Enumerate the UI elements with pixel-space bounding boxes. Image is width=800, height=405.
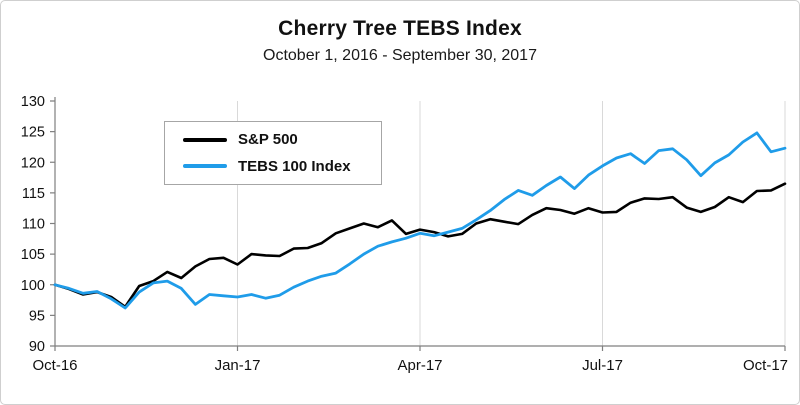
y-tick-label: 100 <box>21 278 45 294</box>
chart-title: Cherry Tree TEBS Index <box>278 17 522 40</box>
x-tick-label: Oct-16 <box>32 357 77 374</box>
x-axis-labels: Oct-16 Jan-17 Apr-17 Jul-17 Oct-17 <box>32 346 788 374</box>
y-tick-label: 110 <box>22 217 45 233</box>
y-axis-labels: 90 95 100 105 110 115 120 125 130 <box>21 94 55 355</box>
chart-legend: S&P 500 TEBS 100 Index <box>164 121 382 185</box>
y-tick-label: 95 <box>29 308 45 324</box>
y-tick-label: 105 <box>21 247 45 263</box>
tebs100-legend-label: TEBS 100 Index <box>238 157 351 175</box>
sp500-line-swatch <box>183 137 227 142</box>
x-tick-label: Jul-17 <box>582 357 623 374</box>
y-tick-label: 90 <box>29 339 45 355</box>
series-line-s-p-500 <box>53 182 787 309</box>
y-tick-label: 130 <box>21 94 45 110</box>
x-tick-label: Jan-17 <box>215 357 261 374</box>
y-tick-label: 120 <box>21 155 45 171</box>
legend-item-sp500: S&P 500 <box>183 131 381 148</box>
chart-subtitle: October 1, 2016 - September 30, 2017 <box>263 47 537 64</box>
sp500-legend-label: S&P 500 <box>238 131 298 149</box>
x-tick-label: Oct-17 <box>743 357 788 374</box>
legend-item-tebs100: TEBS 100 Index <box>183 158 381 175</box>
y-tick-label: 115 <box>22 186 45 202</box>
x-tick-label: Apr-17 <box>397 357 442 374</box>
tebs100-line-swatch <box>183 164 227 169</box>
y-tick-label: 125 <box>21 125 45 141</box>
series-line-tebs-100-index <box>53 131 787 310</box>
